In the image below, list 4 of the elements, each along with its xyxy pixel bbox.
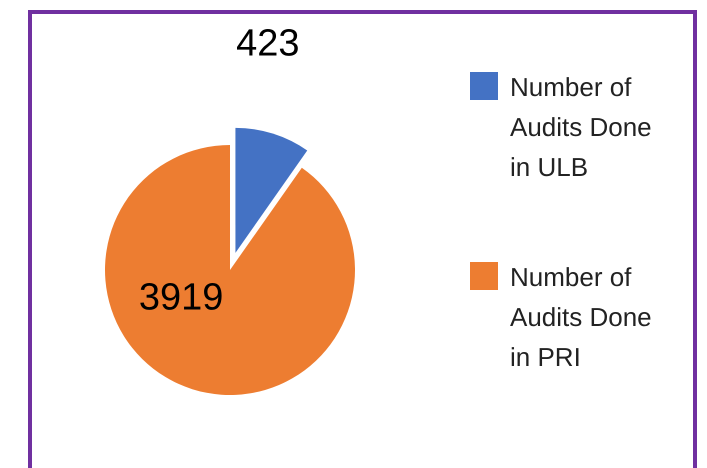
- data-label: 423: [236, 22, 300, 64]
- data-label: 3919: [138, 276, 224, 319]
- legend-label: Number of Audits Done in ULB: [510, 72, 652, 182]
- legend-label: Number of Audits Done in PRI: [510, 262, 652, 372]
